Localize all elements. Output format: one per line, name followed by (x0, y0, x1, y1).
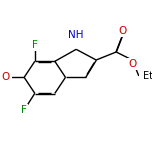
Text: F: F (32, 40, 38, 50)
Text: O: O (1, 72, 10, 82)
Text: O: O (128, 59, 136, 69)
Text: NH: NH (68, 30, 84, 40)
Text: Et: Et (143, 71, 152, 81)
Text: methoxy: methoxy (4, 77, 11, 78)
Text: methoxy: methoxy (0, 72, 5, 73)
Text: O: O (119, 26, 127, 36)
Text: O: O (1, 72, 10, 82)
Text: F: F (21, 105, 27, 115)
